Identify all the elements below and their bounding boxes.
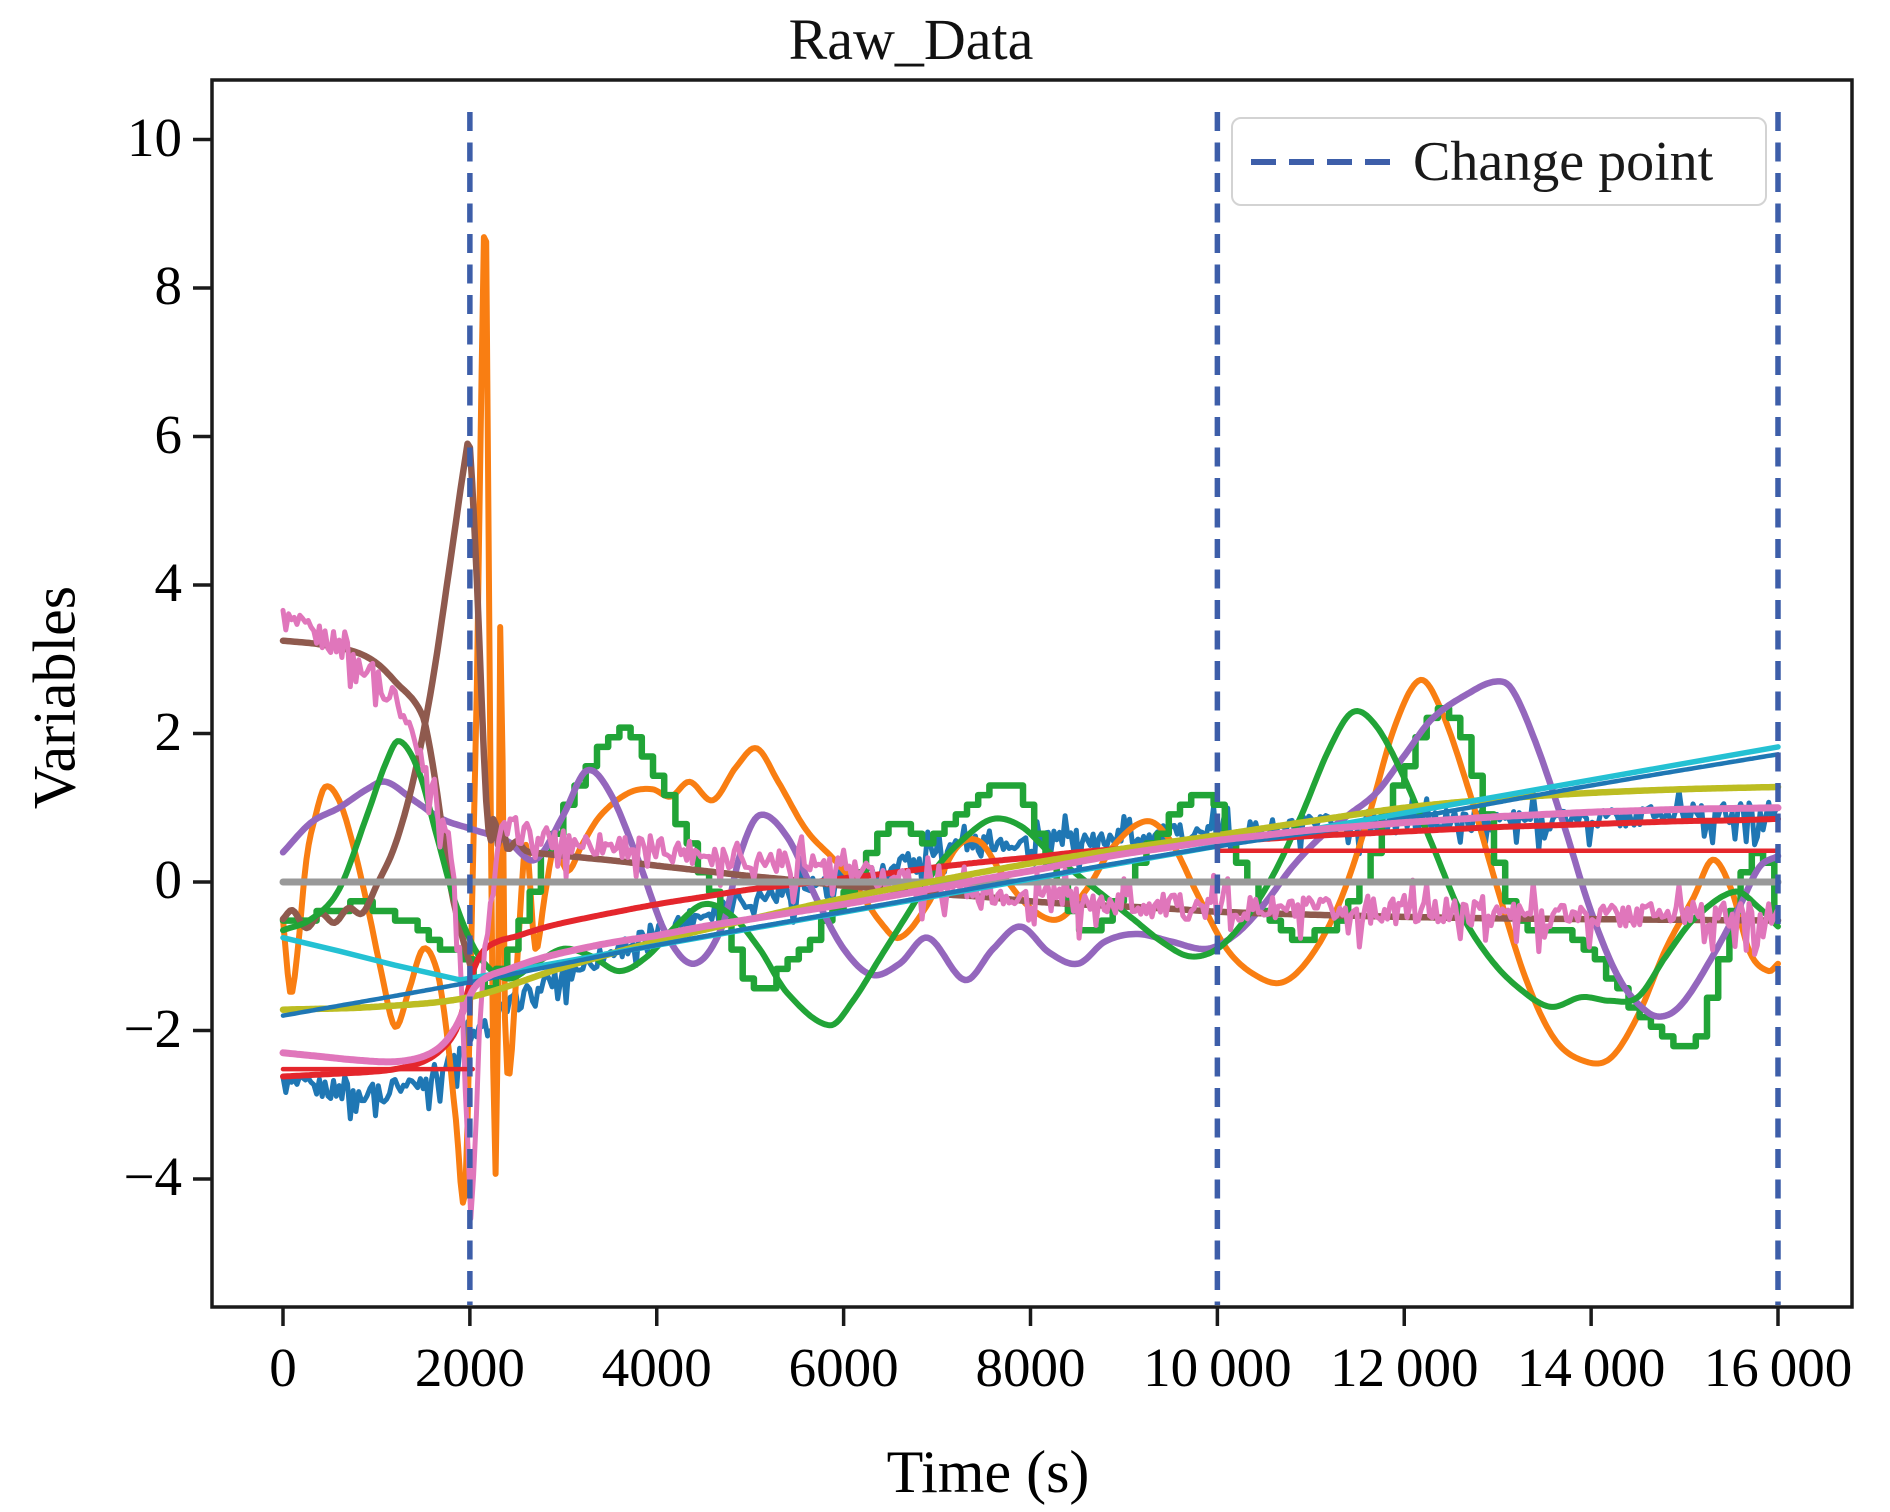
legend-dash-icon (1251, 158, 1393, 165)
y-tick-label--4: −4 (123, 1146, 182, 1207)
series-orange-oscillation (280, 234, 1781, 1206)
x-tick-label-2000: 2000 (414, 1337, 525, 1398)
series-pink-sigmoid-fit (279, 804, 1782, 1066)
y-tick-label-8: 8 (154, 255, 183, 316)
x-tick-label-8000: 8000 (975, 1337, 1086, 1398)
y-tick-label-4: 4 (154, 552, 183, 613)
series-purple-oscillation (279, 678, 1782, 1020)
x-tick-label-6000: 6000 (788, 1337, 899, 1398)
legend-label: Change point (1413, 130, 1714, 193)
x-tick-label-12000: 12 000 (1329, 1337, 1479, 1398)
y-tick-label-6: 6 (154, 403, 183, 465)
x-tick-label-16000: 16 000 (1703, 1337, 1853, 1398)
x-tick-label-14000: 14 000 (1516, 1337, 1666, 1398)
y-tick-label-10: 10 (127, 106, 182, 168)
y-tick-label-2: 2 (154, 700, 183, 762)
chart-title: Raw_Data (788, 7, 1034, 72)
x-tick-label-10000: 10 000 (1143, 1337, 1292, 1398)
series-red-sigmoid-fit (280, 815, 1781, 1080)
y-tick-label--2: −2 (123, 997, 182, 1059)
series-pink-noisy-band (280, 607, 1780, 1222)
x-tick-label-4000: 4000 (601, 1337, 712, 1398)
x-axis-label: Time (s) (886, 1439, 1090, 1505)
y-tick-label-0: 0 (154, 849, 183, 910)
legend: Change point (1231, 117, 1767, 206)
series-blue-thin-trend (280, 752, 1781, 1018)
x-tick-label-0: 0 (269, 1337, 297, 1398)
